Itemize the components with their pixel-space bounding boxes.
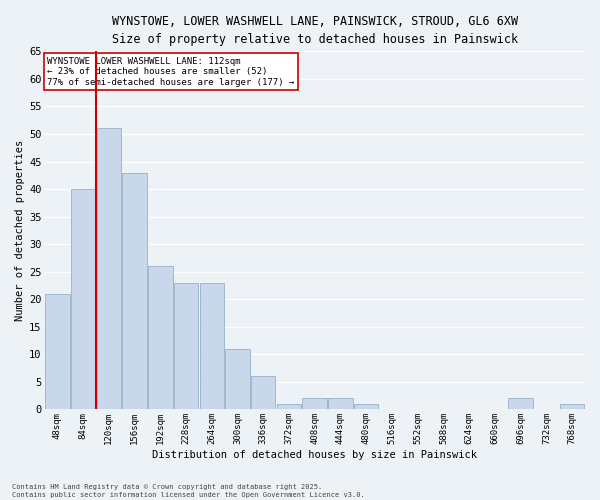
Bar xyxy=(225,349,250,410)
Bar xyxy=(97,128,121,410)
Bar xyxy=(71,189,95,410)
Bar xyxy=(45,294,70,410)
Bar xyxy=(148,266,173,410)
Bar xyxy=(354,404,379,409)
Bar xyxy=(251,376,275,410)
Text: Contains HM Land Registry data © Crown copyright and database right 2025.
Contai: Contains HM Land Registry data © Crown c… xyxy=(12,484,365,498)
Bar xyxy=(122,172,147,410)
Text: WYNSTOWE LOWER WASHWELL LANE: 112sqm
← 23% of detached houses are smaller (52)
7: WYNSTOWE LOWER WASHWELL LANE: 112sqm ← 2… xyxy=(47,56,295,86)
Title: WYNSTOWE, LOWER WASHWELL LANE, PAINSWICK, STROUD, GL6 6XW
Size of property relat: WYNSTOWE, LOWER WASHWELL LANE, PAINSWICK… xyxy=(112,15,518,46)
Bar xyxy=(200,282,224,410)
Bar xyxy=(174,282,198,410)
Y-axis label: Number of detached properties: Number of detached properties xyxy=(15,140,25,321)
Bar xyxy=(328,398,353,409)
Bar xyxy=(508,398,533,409)
Bar xyxy=(560,404,584,409)
X-axis label: Distribution of detached houses by size in Painswick: Distribution of detached houses by size … xyxy=(152,450,477,460)
Bar xyxy=(277,404,301,409)
Bar xyxy=(302,398,327,409)
